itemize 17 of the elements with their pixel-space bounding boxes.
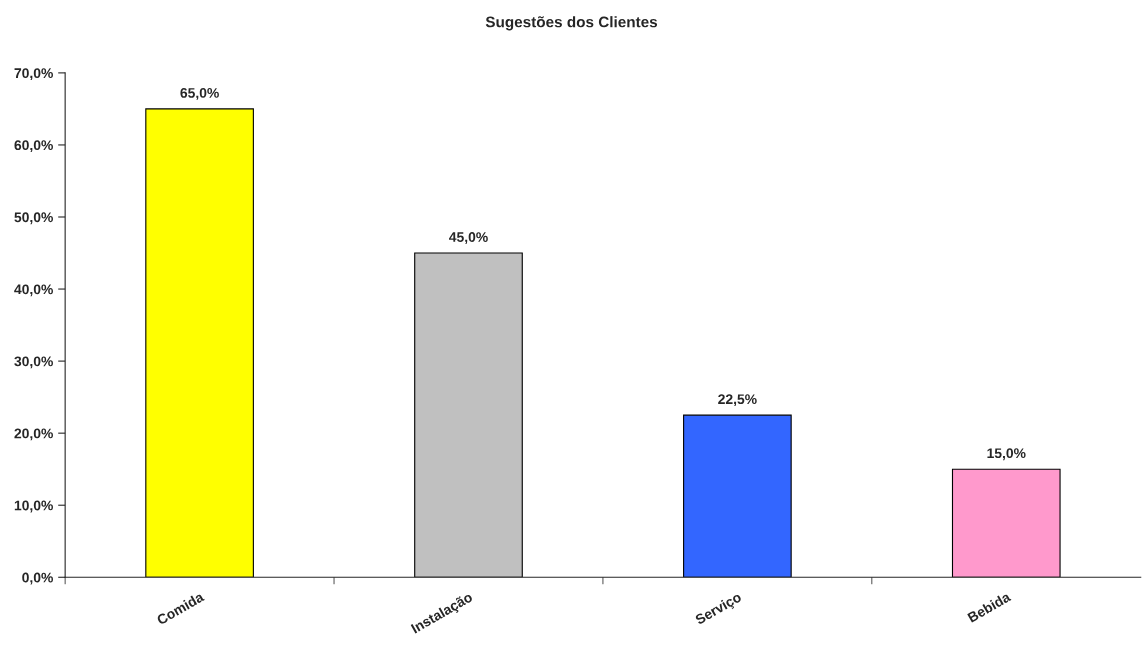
bar xyxy=(145,108,254,578)
data-label: 15,0% xyxy=(987,448,1026,461)
y-tick-label: 70,0% xyxy=(14,68,53,81)
bar xyxy=(414,252,523,578)
data-label: 65,0% xyxy=(180,88,219,100)
y-tick-label: 30,0% xyxy=(14,356,53,369)
data-label: 45,0% xyxy=(449,232,488,244)
data-label: 22,5% xyxy=(718,394,757,407)
bar xyxy=(951,468,1061,578)
y-tick-label: 0,0% xyxy=(22,572,53,585)
y-tick-label: 50,0% xyxy=(14,212,53,225)
y-tick-label: 60,0% xyxy=(14,140,53,153)
y-tick-label: 40,0% xyxy=(14,284,53,297)
bar xyxy=(683,414,792,578)
y-tick-label: 20,0% xyxy=(14,428,53,441)
chart-title: Sugestões dos Clientes xyxy=(485,16,658,31)
y-tick-label: 10,0% xyxy=(14,500,53,513)
